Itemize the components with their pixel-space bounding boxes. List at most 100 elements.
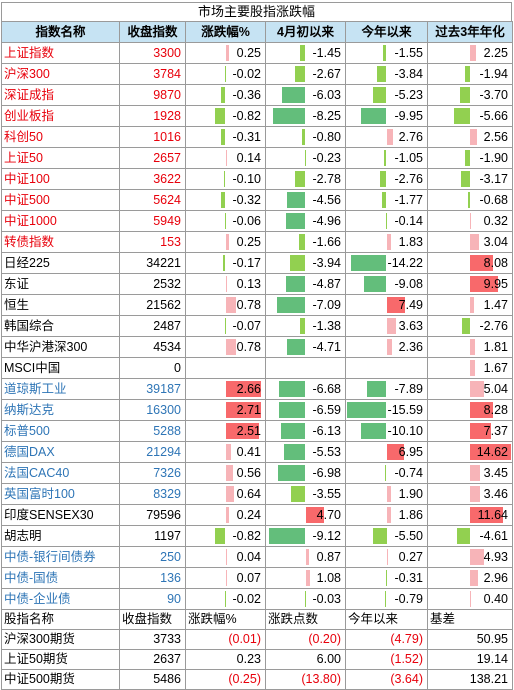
data-bar xyxy=(226,486,234,502)
ytd-value: 6.95 xyxy=(399,445,423,459)
since-april-value-cell: -9.12 xyxy=(266,526,346,547)
three-year-value-cell: 3.45 xyxy=(428,463,513,484)
index-name: 中华沪港深300 xyxy=(2,337,120,358)
close-value: 34221 xyxy=(146,256,181,270)
three-year-value: 3.46 xyxy=(484,487,508,501)
since-april-value-cell: -3.94 xyxy=(266,253,346,274)
ytd-value: -9.08 xyxy=(395,277,424,291)
since-april-value: -6.98 xyxy=(313,466,342,480)
close-value-cell: 2487 xyxy=(120,316,186,337)
ytd-value: 2.36 xyxy=(399,340,423,354)
close-value-cell: 1197 xyxy=(120,526,186,547)
three-year-value-cell: 5.04 xyxy=(428,379,513,400)
close-value-cell: 136 xyxy=(120,568,186,589)
index-name: 德国DAX xyxy=(2,442,120,463)
ytd-value: -7.89 xyxy=(395,382,424,396)
since-april-value: -0.23 xyxy=(313,151,342,165)
close-value-cell: 7326 xyxy=(120,463,186,484)
close-value-cell: 16300 xyxy=(120,400,186,421)
ytd-value: -1.55 xyxy=(395,46,424,60)
three-year-value-cell: 4.93 xyxy=(428,547,513,568)
data-bar xyxy=(286,276,305,292)
change-value: -0.02 xyxy=(233,67,262,81)
since-april-value-cell: -4.96 xyxy=(266,211,346,232)
futures-chg: (0.01) xyxy=(186,630,266,650)
data-bar xyxy=(465,150,470,166)
close-value-cell: 153 xyxy=(120,232,186,253)
futures-close: 2637 xyxy=(120,650,186,670)
ytd-value: -0.14 xyxy=(395,214,424,228)
close-value-cell: 4534 xyxy=(120,337,186,358)
since-april-value-cell: -6.68 xyxy=(266,379,346,400)
three-year-value-cell: 0.32 xyxy=(428,211,513,232)
close-value-cell: 39187 xyxy=(120,379,186,400)
change-value-cell: -0.06 xyxy=(186,211,266,232)
three-year-value: -0.68 xyxy=(480,193,509,207)
since-april-value: 1.08 xyxy=(317,571,341,585)
data-bar xyxy=(306,549,309,565)
ytd-value-cell: 1.83 xyxy=(346,232,428,253)
since-april-value-cell: -0.23 xyxy=(266,148,346,169)
three-year-value: 8.28 xyxy=(484,403,508,417)
three-year-value-cell: 1.47 xyxy=(428,295,513,316)
since-april-value-cell: -6.03 xyxy=(266,85,346,106)
data-bar xyxy=(226,465,233,481)
close-value-cell: 2532 xyxy=(120,274,186,295)
page-title: 市场主要股指涨跌幅 xyxy=(1,2,512,21)
futures-ytd: (4.79) xyxy=(346,630,428,650)
data-bar xyxy=(226,444,231,460)
futures-close: 3733 xyxy=(120,630,186,650)
close-value-cell: 2657 xyxy=(120,148,186,169)
data-bar xyxy=(373,87,386,103)
ytd-value-cell: -9.08 xyxy=(346,274,428,295)
data-bar xyxy=(383,45,387,61)
futures-ytd: (1.52) xyxy=(346,650,428,670)
data-bar xyxy=(470,591,471,607)
three-year-value-cell: 11.64 xyxy=(428,505,513,526)
three-year-value-cell: 7.37 xyxy=(428,421,513,442)
ytd-value-cell: -1.55 xyxy=(346,43,428,64)
change-value-cell xyxy=(186,358,266,379)
index-name: 标普500 xyxy=(2,421,120,442)
close-value-cell: 34221 xyxy=(120,253,186,274)
change-value: 0.64 xyxy=(237,487,261,501)
since-april-value: -4.71 xyxy=(313,340,342,354)
ytd-value-cell: -14.22 xyxy=(346,253,428,274)
data-bar xyxy=(226,339,236,355)
close-value-cell: 3784 xyxy=(120,64,186,85)
change-value-cell: -0.32 xyxy=(186,190,266,211)
three-year-value-cell: 3.46 xyxy=(428,484,513,505)
change-value-cell: -0.17 xyxy=(186,253,266,274)
data-bar xyxy=(295,171,306,187)
data-bar xyxy=(226,297,236,313)
ytd-value-cell: -0.14 xyxy=(346,211,428,232)
change-value: 0.41 xyxy=(237,445,261,459)
close-value: 39187 xyxy=(146,382,181,396)
three-year-value: -3.70 xyxy=(480,88,509,102)
change-value: -0.17 xyxy=(233,256,262,270)
three-year-value: 9.95 xyxy=(484,277,508,291)
close-value: 0 xyxy=(174,361,181,375)
change-value-cell: 0.78 xyxy=(186,295,266,316)
close-value: 1016 xyxy=(153,130,181,144)
data-bar xyxy=(470,360,475,376)
three-year-value-cell: -0.68 xyxy=(428,190,513,211)
index-name: 法国CAC40 xyxy=(2,463,120,484)
data-bar xyxy=(470,465,480,481)
close-value: 3784 xyxy=(153,67,181,81)
index-name: 科创50 xyxy=(2,127,120,148)
ytd-value-cell: 3.63 xyxy=(346,316,428,337)
data-bar xyxy=(284,444,306,460)
change-value-cell: 0.24 xyxy=(186,505,266,526)
three-year-value: -3.17 xyxy=(480,172,509,186)
column-header-close: 收盘指数 xyxy=(120,22,186,43)
three-year-value-cell: 3.04 xyxy=(428,232,513,253)
since-april-value: 4.70 xyxy=(317,508,341,522)
data-bar xyxy=(470,486,480,502)
ytd-value-cell: 2.76 xyxy=(346,127,428,148)
